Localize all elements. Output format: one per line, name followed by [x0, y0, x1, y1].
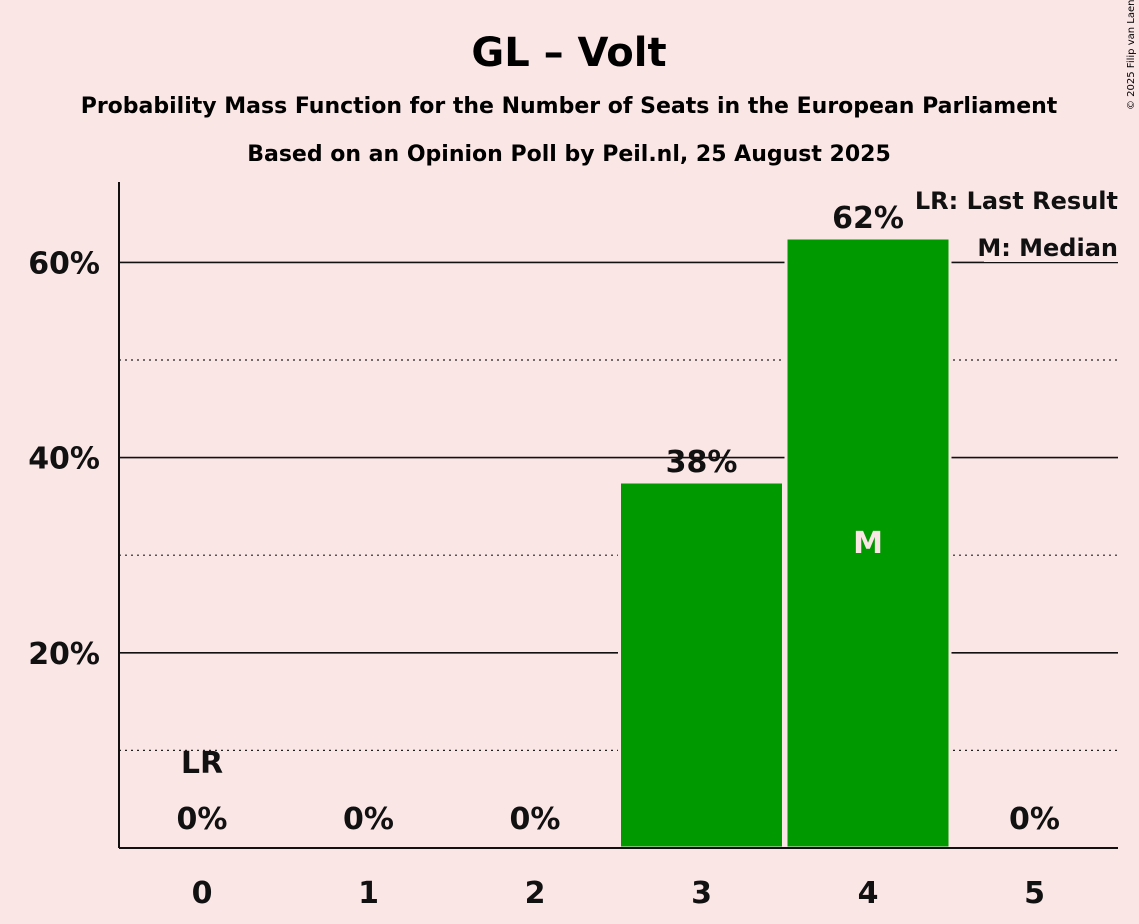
- data-label: 0%: [1009, 802, 1060, 837]
- x-tick-label: 5: [1024, 876, 1045, 911]
- legend: LR: Last Result M: Median: [900, 185, 1118, 262]
- data-labels: 0% 0% 0% 38% 62% 0% M LR: [177, 201, 1060, 837]
- legend-entry: M: Median: [977, 234, 1118, 262]
- median-marker: M: [853, 526, 883, 561]
- x-tick-label: 1: [358, 876, 379, 911]
- data-label: 0%: [510, 802, 561, 837]
- x-tick-label: 4: [858, 876, 879, 911]
- chart-title: GL – Volt: [471, 30, 666, 76]
- data-label: 0%: [177, 802, 228, 837]
- last-result-marker: LR: [181, 746, 223, 781]
- bar: [784, 236, 952, 850]
- legend-background: [900, 185, 1118, 215]
- chart-subtitle-2: Based on an Opinion Poll by Peil.nl, 25 …: [247, 142, 891, 167]
- y-tick-label: 60%: [28, 246, 100, 281]
- data-label: 62%: [832, 201, 904, 236]
- data-label: 0%: [343, 802, 394, 837]
- chart-subtitle: Probability Mass Function for the Number…: [81, 94, 1058, 119]
- y-tick-label: 20%: [28, 637, 100, 672]
- x-tick-label: 3: [691, 876, 712, 911]
- axes: 20% 40% 60% 0 1 2 3 4 5: [28, 182, 1118, 911]
- legend-entry: LR: Last Result: [915, 187, 1118, 215]
- copyright-notice: © 2025 Filip van Laenen: [1126, 0, 1137, 110]
- data-label: 38%: [666, 445, 738, 480]
- legend-background: [984, 232, 1118, 262]
- y-tick-label: 40%: [28, 442, 100, 477]
- x-tick-label: 0: [192, 876, 213, 911]
- bar: [618, 480, 785, 850]
- x-tick-label: 2: [525, 876, 546, 911]
- bars: [618, 236, 952, 850]
